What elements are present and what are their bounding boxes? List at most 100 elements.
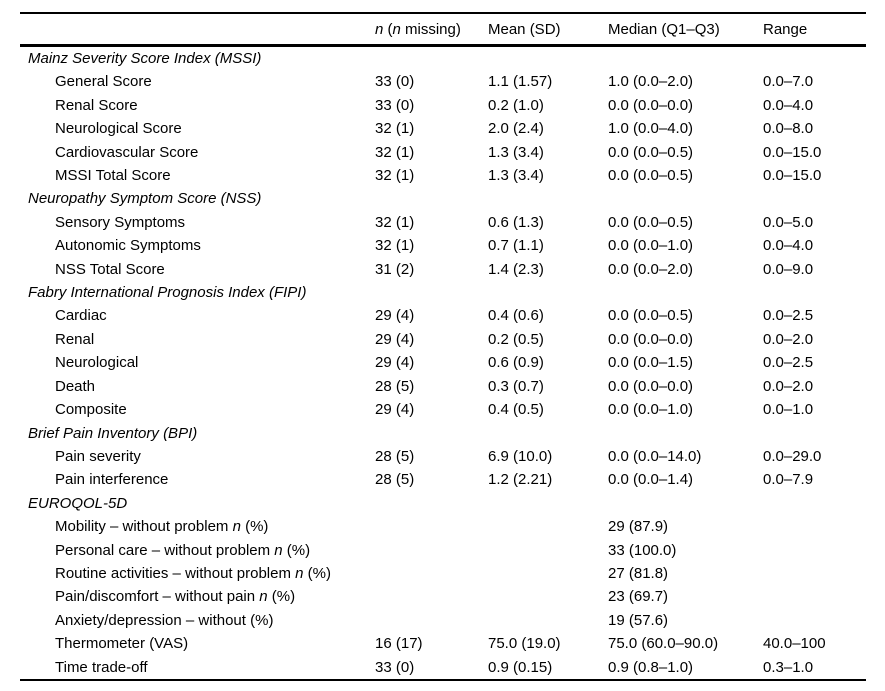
cell-range [763, 609, 866, 632]
cell-range: 0.0–2.0 [763, 330, 814, 348]
cell-range [763, 585, 866, 608]
table-row: Pain severity 28 (5) 6.9 (10.0) 0.0 (0.0–14… [20, 445, 866, 468]
cell-label: Cardiovascular Score [55, 143, 199, 161]
cell-range: 40.0–100 [763, 635, 826, 653]
table-row: Autonomic Symptoms 32 (1) 0.7 (1.1) 0.0 (0.… [20, 234, 866, 257]
cell-label: Pain interference [55, 471, 169, 489]
header-n-missing: n (n missing) [375, 13, 488, 47]
cell-range [763, 515, 866, 538]
table-header: n (n missing) Mean (SD) Median (Q1–Q3) R… [20, 13, 866, 47]
table-row: Time trade-off 33 (0) 0.9 (0.15) 0.9 (0.8–1… [20, 656, 866, 680]
cell-n [375, 585, 488, 608]
cell-mean: 0.9 (0.15) [488, 658, 553, 676]
cell-mean: 0.4 (0.6) [488, 307, 544, 325]
cell-n: 28 (5) [375, 377, 415, 395]
cell-median: 19 (57.6) [608, 611, 669, 629]
cell-mean [488, 562, 608, 585]
cell-range: 0.0–2.0 [763, 377, 814, 395]
table-row: Pain interference 28 (5) 1.2 (2.21) 0.0 (0.… [20, 468, 866, 491]
cell-mean: 6.9 (10.0) [488, 447, 553, 465]
table-row: Mobility – without problem n (%) 29 (87.9… [20, 515, 866, 538]
cell-n: 29 (4) [375, 307, 415, 325]
cell-label: Renal Score [55, 96, 138, 114]
cell-median: 0.0 (0.0–0.0) [608, 377, 694, 395]
cell-n: 31 (2) [375, 260, 415, 278]
cell-label: NSS Total Score [55, 260, 165, 278]
cell-range [763, 562, 866, 585]
table-row: Neurological Score 32 (1) 2.0 (2.4) 1.0 (0.… [20, 117, 866, 140]
cell-range [763, 539, 866, 562]
cell-mean [488, 609, 608, 632]
cell-median: 23 (69.7) [608, 588, 669, 606]
outcome-scores-table: n (n missing) Mean (SD) Median (Q1–Q3) R… [20, 12, 866, 681]
cell-n: 32 (1) [375, 213, 415, 231]
cell-n: 29 (4) [375, 330, 415, 348]
cell-label: MSSI Total Score [55, 167, 171, 185]
cell-label: Pain severity [55, 447, 141, 465]
cell-n: 28 (5) [375, 471, 415, 489]
cell-range: 0.0–15.0 [763, 167, 822, 185]
cell-label: Cardiac [55, 307, 107, 325]
cell-label: Personal care – without problem n (%) [55, 541, 311, 559]
header-mean-sd: Mean (SD) [488, 13, 608, 47]
cell-median: 75.0 (60.0–90.0) [608, 635, 719, 653]
cell-label: Routine activities – without problem n (… [55, 564, 331, 582]
cell-label: Autonomic Symptoms [55, 237, 201, 255]
table-row: Routine activities – without problem n (… [20, 562, 866, 585]
section-header-row: EUROQOL-5D [20, 492, 866, 515]
table-row: NSS Total Score 31 (2) 1.4 (2.3) 0.0 (0.0–2… [20, 258, 866, 281]
cell-median: 33 (100.0) [608, 541, 677, 559]
cell-n [375, 562, 488, 585]
section-title: Mainz Severity Score Index (MSSI) [28, 50, 262, 67]
cell-n [375, 515, 488, 538]
cell-mean: 75.0 (19.0) [488, 635, 561, 653]
cell-label: Thermometer (VAS) [55, 635, 189, 653]
cell-mean: 1.3 (3.4) [488, 167, 544, 185]
cell-median: 0.0 (0.0–14.0) [608, 447, 702, 465]
cell-median: 0.9 (0.8–1.0) [608, 658, 694, 676]
cell-median: 0.0 (0.0–0.0) [608, 96, 694, 114]
section-header-row: Brief Pain Inventory (BPI) [20, 422, 866, 445]
cell-range: 0.0–5.0 [763, 213, 814, 231]
outcome-scores-table-container: n (n missing) Mean (SD) Median (Q1–Q3) R… [20, 12, 866, 681]
cell-range: 0.0–4.0 [763, 237, 814, 255]
cell-median: 0.0 (0.0–1.0) [608, 237, 694, 255]
cell-range: 0.0–1.0 [763, 401, 814, 419]
cell-median: 1.0 (0.0–2.0) [608, 73, 694, 91]
cell-label: Neurological Score [55, 120, 182, 138]
section-title: EUROQOL-5D [28, 494, 128, 512]
cell-range: 0.0–7.9 [763, 471, 814, 489]
cell-median: 0.0 (0.0–0.5) [608, 307, 694, 325]
table-row: Cardiovascular Score 32 (1) 1.3 (3.4) 0.0 (… [20, 141, 866, 164]
table-row: Thermometer (VAS) 16 (17) 75.0 (19.0) 75.0 … [20, 632, 866, 655]
cell-n: 32 (1) [375, 143, 415, 161]
cell-range: 0.0–7.0 [763, 73, 814, 91]
cell-n: 28 (5) [375, 447, 415, 465]
cell-mean: 0.4 (0.5) [488, 401, 544, 419]
cell-median: 27 (81.8) [608, 564, 669, 582]
header-range: Range [763, 13, 866, 47]
section-header-row: Fabry International Prognosis Index (FIP… [20, 281, 866, 304]
cell-mean [488, 515, 608, 538]
cell-mean [488, 539, 608, 562]
cell-range: 0.0–9.0 [763, 260, 814, 278]
cell-median: 0.0 (0.0–0.5) [608, 167, 694, 185]
cell-label: Mobility – without problem n (%) [55, 518, 269, 536]
cell-mean: 1.3 (3.4) [488, 143, 544, 161]
section-header-row: Neuropathy Symptom Score (NSS) [20, 187, 866, 210]
cell-mean: 1.2 (2.21) [488, 471, 553, 489]
section-title: Brief Pain Inventory (BPI) [28, 424, 198, 442]
cell-range: 0.0–2.5 [763, 354, 814, 372]
header-label-column [20, 13, 375, 47]
cell-mean [488, 585, 608, 608]
cell-median: 0.0 (0.0–1.4) [608, 471, 694, 489]
cell-mean: 0.3 (0.7) [488, 377, 544, 395]
cell-median: 0.0 (0.0–2.0) [608, 260, 694, 278]
cell-range: 0.0–4.0 [763, 96, 814, 114]
cell-n [375, 609, 488, 632]
table-row: Anxiety/depression – without (%) 19 (57.6… [20, 609, 866, 632]
cell-n: 33 (0) [375, 73, 415, 91]
table-row: Renal Score 33 (0) 0.2 (1.0) 0.0 (0.0–0.0) 0… [20, 94, 866, 117]
cell-median: 0.0 (0.0–0.5) [608, 143, 694, 161]
cell-n: 29 (4) [375, 354, 415, 372]
